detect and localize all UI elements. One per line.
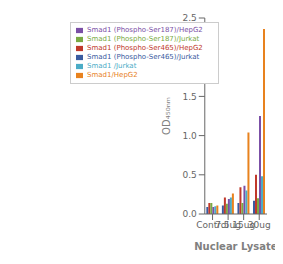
svg-text:30ug: 30ug — [248, 220, 271, 230]
svg-text:1.5: 1.5 — [182, 92, 196, 102]
svg-text:1.0: 1.0 — [182, 131, 197, 141]
svg-text:0.0: 0.0 — [182, 209, 197, 219]
svg-text:2.0: 2.0 — [182, 52, 197, 62]
svg-text:2.5: 2.5 — [182, 13, 196, 23]
svg-text:Nuclear Lysate: Nuclear Lysate — [194, 241, 275, 252]
svg-text:0.5: 0.5 — [182, 170, 196, 180]
svg-text:OD₄₅₀ₙₘ: OD₄₅₀ₙₘ — [161, 97, 172, 135]
